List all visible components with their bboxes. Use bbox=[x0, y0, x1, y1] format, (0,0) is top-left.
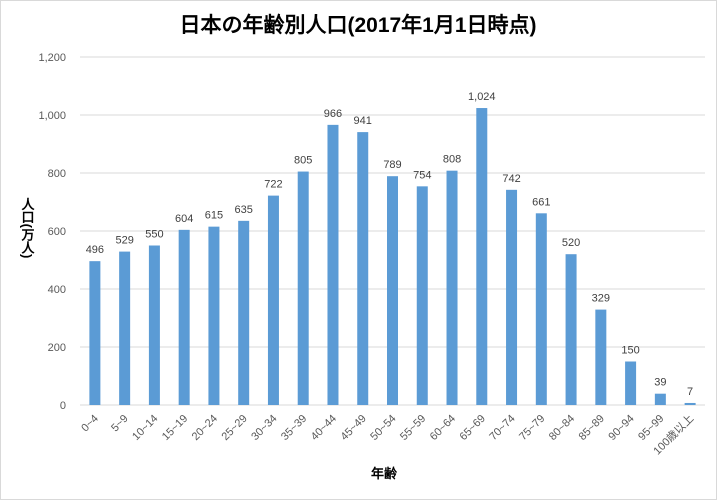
data-label: 789 bbox=[383, 159, 401, 171]
data-label: 39 bbox=[654, 377, 666, 389]
data-label: 615 bbox=[205, 210, 223, 222]
x-tick-label: 60~64 bbox=[428, 413, 458, 443]
bar bbox=[89, 261, 101, 405]
bar bbox=[535, 213, 547, 405]
y-tick-label: 1,000 bbox=[38, 110, 66, 122]
data-label: 529 bbox=[115, 235, 133, 247]
chart-title: 日本の年齢別人口(2017年1月1日時点) bbox=[179, 13, 536, 37]
bar bbox=[148, 245, 160, 405]
bar bbox=[446, 170, 458, 405]
data-label: 722 bbox=[264, 179, 282, 191]
data-label: 150 bbox=[621, 345, 639, 357]
data-label: 7 bbox=[687, 386, 693, 398]
bar bbox=[267, 195, 279, 405]
data-label: 805 bbox=[294, 155, 312, 167]
x-tick-label: 65~69 bbox=[458, 413, 488, 443]
bar bbox=[595, 309, 607, 405]
data-label: 941 bbox=[354, 115, 372, 127]
y-tick-label: 200 bbox=[48, 342, 66, 354]
data-labels: 496 529 550 604 615 635 722 805 966 941 789 754 808 1… bbox=[86, 91, 693, 398]
data-label: 329 bbox=[592, 293, 610, 305]
y-tick-label: 600 bbox=[48, 226, 66, 238]
x-tick-label: 20~24 bbox=[190, 413, 220, 443]
data-label: 550 bbox=[145, 229, 163, 241]
x-tick-label: 90~94 bbox=[606, 413, 636, 443]
x-tick-label: 30~34 bbox=[249, 413, 279, 443]
bar bbox=[387, 176, 398, 405]
y-tick-label: 1,200 bbox=[38, 52, 66, 64]
x-axis-ticks: 0~4 5~9 10~14 15~19 20~24 25~29 30~34 35~39 40~4… bbox=[79, 412, 696, 458]
bar bbox=[684, 402, 696, 405]
bar bbox=[327, 124, 339, 406]
bar bbox=[357, 132, 369, 406]
x-tick-label: 75~79 bbox=[517, 413, 547, 443]
y-tick-label: 800 bbox=[48, 168, 66, 180]
x-tick-label: 5~9 bbox=[109, 413, 131, 435]
y-tick-label: 400 bbox=[48, 284, 66, 296]
x-axis-title: 年齢 bbox=[371, 466, 398, 481]
y-tick-label: 0 bbox=[60, 400, 66, 412]
data-label: 661 bbox=[532, 196, 550, 208]
bar bbox=[178, 229, 190, 405]
data-label: 604 bbox=[175, 213, 193, 225]
x-tick-label: 50~54 bbox=[368, 413, 398, 443]
bar bbox=[238, 220, 250, 405]
x-tick-label: 15~19 bbox=[160, 413, 190, 443]
bars bbox=[89, 108, 696, 406]
x-tick-label: 45~49 bbox=[339, 413, 369, 443]
data-label: 966 bbox=[324, 108, 342, 120]
x-tick-label: 25~29 bbox=[219, 413, 249, 443]
x-tick-label: 40~44 bbox=[309, 413, 339, 443]
bar bbox=[654, 393, 666, 405]
bar bbox=[625, 361, 637, 405]
bar bbox=[565, 254, 577, 405]
data-label: 496 bbox=[86, 244, 104, 256]
y-axis-ticks: 0 200 400 600 800 1,000 1,200 bbox=[38, 52, 66, 412]
bar bbox=[297, 171, 309, 405]
data-label: 1,024 bbox=[468, 91, 496, 103]
x-tick-label: 55~59 bbox=[398, 413, 428, 443]
bar bbox=[208, 226, 220, 405]
data-label: 808 bbox=[443, 154, 461, 166]
x-tick-label: 80~84 bbox=[547, 413, 577, 443]
bar bbox=[506, 189, 518, 405]
y-axis-title: 人口(万人) bbox=[20, 197, 36, 258]
data-label: 635 bbox=[235, 204, 253, 216]
bar bbox=[416, 186, 428, 405]
data-label: 520 bbox=[562, 237, 580, 249]
bar bbox=[476, 108, 488, 405]
x-tick-label: 0~4 bbox=[79, 413, 101, 435]
x-tick-label: 35~39 bbox=[279, 413, 309, 443]
x-tick-label: 85~89 bbox=[577, 413, 607, 443]
bar bbox=[119, 251, 131, 405]
data-label: 742 bbox=[502, 173, 520, 185]
x-tick-label: 10~14 bbox=[130, 413, 160, 443]
data-label: 754 bbox=[413, 169, 431, 181]
x-tick-label: 70~74 bbox=[487, 413, 517, 443]
